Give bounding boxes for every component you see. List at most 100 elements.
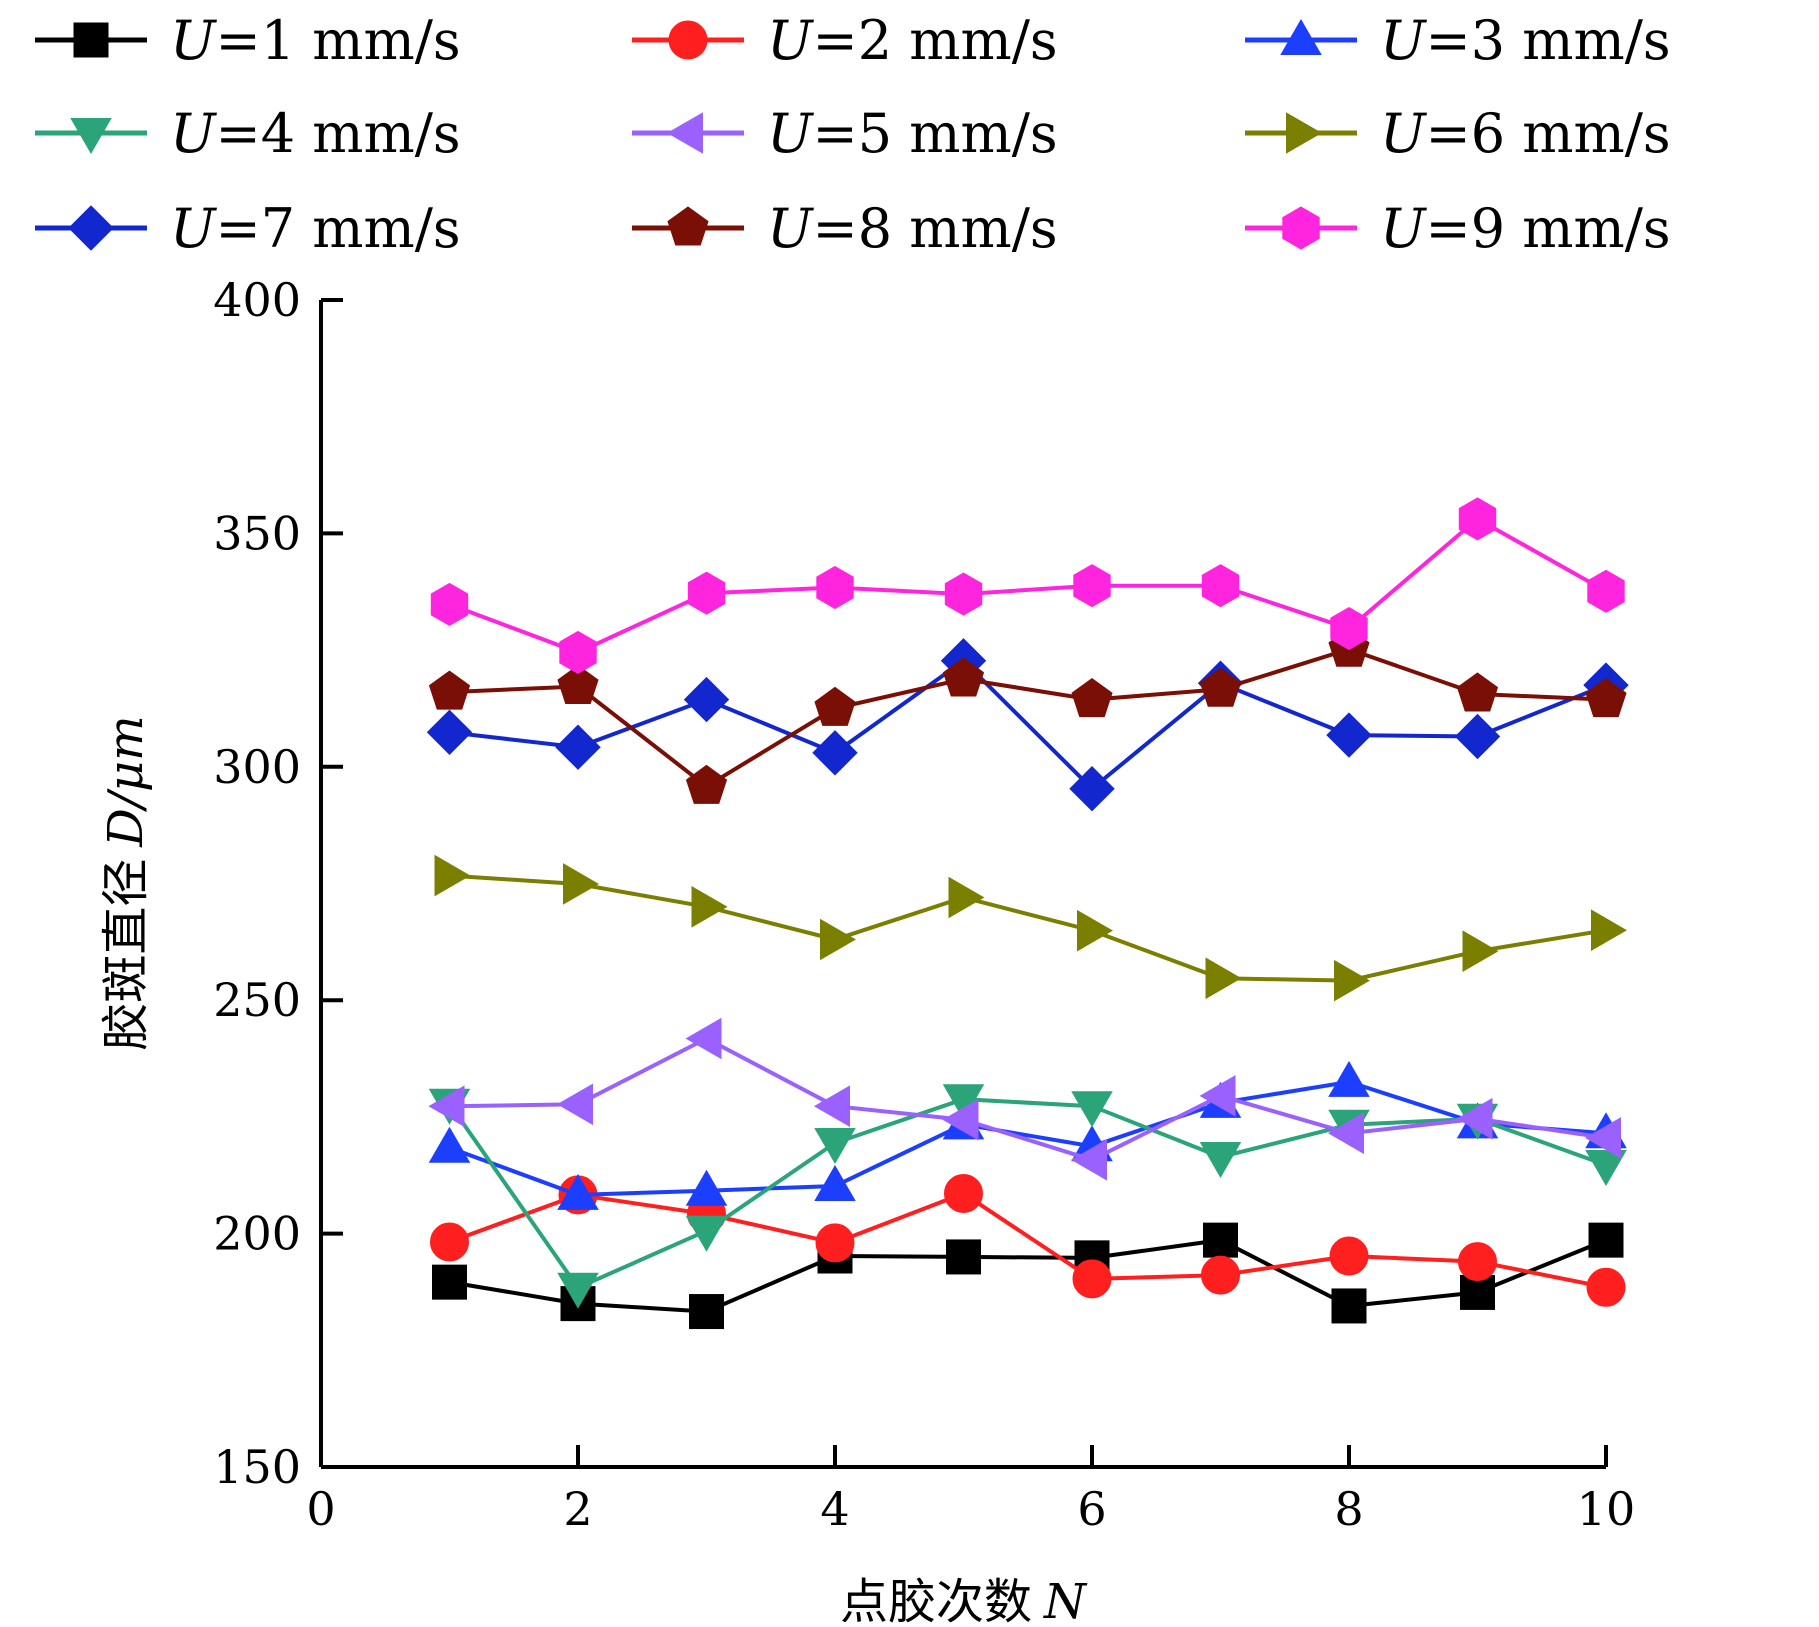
y-tick-label: 400 — [213, 273, 301, 327]
data-point — [1585, 1150, 1627, 1187]
data-point — [685, 1215, 728, 1252]
data-point — [1454, 713, 1501, 760]
series-6 — [434, 854, 1628, 1002]
series-layer — [426, 497, 1629, 1330]
legend-label: U=9 mm/s — [1380, 197, 1671, 260]
data-point — [814, 1085, 850, 1127]
data-point — [942, 657, 985, 697]
x-axis-title: 点胶次数 N — [840, 1574, 1088, 1627]
legend-label-var: U — [170, 197, 217, 260]
data-point — [430, 582, 469, 626]
series-9 — [430, 497, 1625, 674]
legend-marker — [666, 112, 703, 154]
legend-marker — [73, 22, 109, 58]
legend-label: U=6 mm/s — [1380, 102, 1671, 165]
legend-item: U=6 mm/s — [1245, 102, 1671, 165]
legend-marker — [1280, 18, 1322, 55]
legend-label-value: =5 mm/s — [813, 102, 1058, 165]
series-line — [448, 516, 1607, 655]
data-point — [689, 1294, 724, 1330]
series-5 — [428, 1017, 1621, 1181]
x-tick-label: 6 — [1077, 1482, 1106, 1536]
series-4 — [428, 1084, 1627, 1309]
data-point — [1328, 1112, 1364, 1155]
data-point — [557, 1173, 599, 1210]
x-tick-label: 8 — [1334, 1482, 1363, 1536]
data-point — [1069, 765, 1115, 812]
data-point — [685, 764, 728, 804]
data-point — [1591, 909, 1628, 951]
data-point — [1071, 1139, 1107, 1181]
data-point — [1326, 712, 1372, 758]
legend-marker — [70, 118, 112, 155]
legend-item: U=9 mm/s — [1245, 197, 1671, 260]
data-point — [1203, 1222, 1238, 1258]
series-3 — [428, 1060, 1627, 1210]
data-point — [685, 1169, 728, 1206]
legend-item: U=1 mm/s — [35, 9, 461, 72]
data-point — [691, 886, 728, 928]
legend-label-var: U — [1380, 102, 1427, 165]
legend-label-var: U — [1380, 197, 1427, 260]
data-point — [1073, 564, 1111, 608]
series-line — [449, 647, 1607, 789]
data-point — [1458, 1242, 1497, 1282]
legend-label-value: =9 mm/s — [1426, 197, 1671, 260]
data-point — [1585, 677, 1627, 718]
data-point — [814, 686, 856, 726]
data-point — [430, 1222, 469, 1262]
data-point — [1462, 930, 1499, 972]
data-point — [820, 918, 857, 961]
data-point — [685, 1017, 722, 1060]
legend-label: U=4 mm/s — [170, 102, 461, 165]
legend-label-value: =1 mm/s — [216, 9, 461, 72]
data-point — [948, 876, 985, 919]
x-ticks: 0 2 4 6 8 10 — [306, 1445, 1635, 1536]
data-point — [1334, 959, 1371, 1002]
legend-label-var: U — [1380, 9, 1427, 72]
y-tick-label: 200 — [213, 1207, 301, 1261]
legend-label-var: U — [170, 9, 217, 72]
series-line — [449, 658, 1607, 792]
legend-item: U=7 mm/s — [35, 197, 461, 260]
data-point — [556, 1083, 593, 1126]
data-point — [944, 572, 983, 616]
data-point — [814, 1164, 856, 1201]
y-tick-label: 300 — [213, 740, 301, 794]
data-point — [1201, 1255, 1240, 1295]
data-point — [683, 676, 730, 723]
x-tick-label: 0 — [306, 1482, 335, 1536]
plot-area: 150 200 250 300 350 400 0 2 4 6 8 10 — [213, 273, 1635, 1536]
legend-label-value: =4 mm/s — [216, 102, 461, 165]
legend-label-value: =8 mm/s — [813, 197, 1058, 260]
data-point — [687, 571, 726, 615]
y-tick-label: 250 — [213, 973, 301, 1027]
legend-label-value: =7 mm/s — [216, 197, 461, 260]
data-point — [1588, 1222, 1624, 1258]
data-point — [1199, 1075, 1236, 1117]
data-point — [1199, 667, 1242, 707]
series-line — [449, 1036, 1607, 1162]
legend-label-var: U — [767, 9, 814, 72]
legend-item: U=8 mm/s — [632, 197, 1058, 260]
data-point — [557, 664, 599, 704]
data-point — [1077, 909, 1113, 952]
data-point — [1201, 564, 1240, 608]
data-point — [1072, 1259, 1112, 1299]
series-line — [447, 1097, 1607, 1291]
data-point — [432, 1264, 467, 1300]
data-point — [1586, 1267, 1626, 1307]
legend-item: U=5 mm/s — [632, 102, 1058, 165]
legend-item: U=4 mm/s — [35, 102, 461, 165]
legend-marker — [667, 206, 709, 246]
series-1 — [432, 1222, 1624, 1330]
y-tick-label: 150 — [213, 1440, 301, 1494]
legend-label: U=2 mm/s — [767, 9, 1058, 72]
data-point — [1331, 1288, 1367, 1324]
legend-label-var: U — [767, 102, 814, 165]
legend-label: U=1 mm/s — [170, 9, 461, 72]
series-line — [449, 1238, 1607, 1314]
legend-label: U=5 mm/s — [767, 102, 1058, 165]
data-point — [1329, 1236, 1369, 1276]
